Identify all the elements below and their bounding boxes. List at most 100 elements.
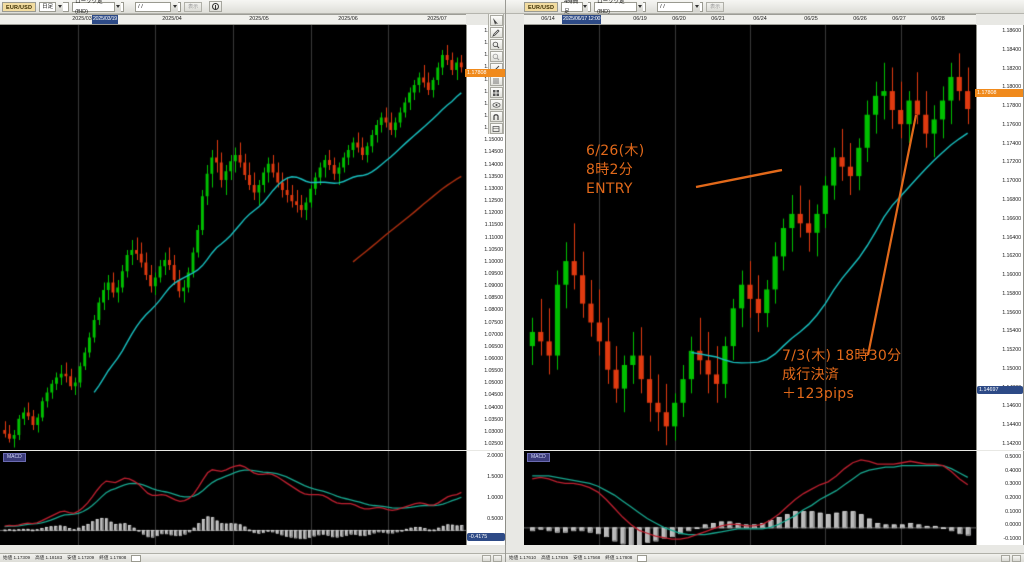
status-low-left: 安値 1.17209: [67, 555, 95, 560]
timeframe-selector-left[interactable]: 日足: [39, 1, 70, 12]
x-tick: 06/26: [853, 16, 867, 22]
y-tick: 1.18600: [1002, 28, 1021, 34]
apply-button-left[interactable]: 表示: [184, 1, 203, 12]
zoom-out-icon[interactable]: [489, 51, 503, 62]
status-combo-left[interactable]: [131, 554, 142, 562]
y-tick: -0.1000: [1003, 536, 1021, 542]
charttype-value-left: ローソク足(BID): [75, 0, 103, 15]
price-plot-left[interactable]: [0, 25, 466, 450]
y-tick: 1.09500: [484, 270, 503, 277]
x-tick: 2025/06: [338, 16, 358, 22]
info-icon[interactable]: [209, 1, 223, 12]
eye-icon[interactable]: [489, 99, 503, 110]
y-tick: 1.14500: [484, 149, 503, 156]
date-value-left: / /: [138, 3, 143, 10]
y-tick: 0.5000: [1005, 454, 1021, 460]
y-tick: 1.15600: [1002, 309, 1021, 316]
status-open-right: 始値 1.17610: [509, 555, 537, 560]
symbol-selector-right[interactable]: EUR/USD: [524, 1, 559, 12]
chevron-down-icon[interactable]: [113, 1, 122, 12]
macd-label-left: MACD: [3, 453, 26, 462]
chevron-down-icon[interactable]: [170, 1, 179, 12]
status-bar-left: 始値 1.17309 高値 1.18183 安値 1.17209 終値 1.17…: [0, 553, 505, 562]
exit-annotation-line3: ＋123pips: [782, 386, 855, 402]
scroll-right-button[interactable]: [1012, 554, 1021, 562]
y-tick: 1.06000: [484, 355, 503, 362]
y-tick: 1.11000: [484, 234, 503, 241]
y-tick: 1.12000: [484, 210, 503, 217]
x-tick: 06/21: [711, 16, 725, 22]
y-tick: 0.2000: [1005, 495, 1021, 501]
y-tick: 0.5000: [487, 516, 503, 522]
y-tick: 1.14000: [484, 161, 503, 168]
scroll-left-button[interactable]: [1001, 554, 1010, 562]
y-tick: 1.17800: [1002, 103, 1021, 110]
date-axis-right: 06/14 06/19 06/20 06/21 06/24 06/25 06/2…: [524, 14, 976, 25]
y-tick: 1.16000: [1002, 272, 1021, 279]
y-tick: 1.15800: [1002, 290, 1021, 297]
y-tick: 1.18000: [1002, 84, 1021, 91]
magnet-icon[interactable]: [489, 111, 503, 122]
x-tick: 06/24: [753, 16, 767, 22]
y-tick: 1.17200: [1002, 159, 1021, 166]
pencil-icon[interactable]: [489, 27, 503, 38]
date-input-right[interactable]: / /: [657, 1, 704, 12]
status-bar-right: 始値 1.17610 高値 1.17835 安値 1.17568 終値 1.17…: [506, 553, 1024, 562]
y-tick: 1.11500: [484, 222, 503, 229]
y-tick: 1.16800: [1002, 196, 1021, 203]
status-high-left: 高値 1.18183: [35, 555, 63, 560]
macd-label-right: MACD: [527, 453, 550, 462]
symbol-selector-left[interactable]: EUR/USD: [2, 1, 37, 12]
current-price-label-left: 1.17808: [465, 69, 505, 77]
scroll-left-button[interactable]: [482, 554, 491, 562]
charttype-selector-left[interactable]: ローソク足(BID): [72, 0, 125, 15]
y-tick: 1.02500: [484, 441, 503, 447]
entry-annotation-line3: ENTRY: [586, 181, 633, 197]
y-tick: 1.14400: [1002, 422, 1021, 429]
charttype-value-right: ローソク足(BID): [597, 0, 625, 15]
timeframe-selector-right[interactable]: 4時間足: [561, 0, 592, 15]
y-tick: 1.17000: [1002, 178, 1021, 185]
chevron-down-icon[interactable]: [692, 1, 701, 12]
scroll-right-button[interactable]: [493, 554, 502, 562]
date-input-left[interactable]: / /: [135, 1, 182, 12]
x-tick: 2025/05: [249, 16, 269, 22]
status-high-right: 高値 1.17835: [541, 555, 569, 560]
y-tick: 1.07500: [484, 319, 503, 326]
toolbar-right: EUR/USD 4時間足 ローソク足(BID) / / 表示: [506, 0, 1024, 15]
grid-icon[interactable]: [489, 87, 503, 98]
x-tick: 06/25: [804, 16, 818, 22]
table-icon[interactable]: [489, 123, 503, 134]
status-low-right: 安値 1.17568: [573, 555, 601, 560]
status-buttons-left: [482, 554, 502, 562]
y-tick: 0.1000: [1005, 508, 1021, 515]
y-tick: 1.09000: [484, 283, 503, 290]
x-tick: 06/20: [672, 16, 686, 22]
chevron-down-icon[interactable]: [635, 1, 644, 12]
macd-plot-right[interactable]: MACD: [524, 451, 976, 545]
y-tick: 1.07000: [484, 331, 503, 338]
charttype-selector-right[interactable]: ローソク足(BID): [594, 0, 647, 15]
y-tick: 2.0000: [487, 453, 503, 459]
status-combo-right[interactable]: [637, 554, 648, 562]
zoom-in-icon[interactable]: [489, 39, 503, 50]
x-tick: 2025/03: [72, 16, 92, 22]
macd-plot-left[interactable]: MACD: [0, 451, 466, 545]
y-tick: 1.12500: [484, 198, 503, 205]
cursor-icon[interactable]: [489, 15, 503, 26]
chevron-down-icon[interactable]: [581, 1, 589, 12]
y-tick: 1.10500: [484, 246, 503, 253]
y-tick: 0.0000: [1005, 522, 1021, 529]
apply-button-right[interactable]: 表示: [706, 1, 725, 12]
entry-annotation-line2: 8時2分: [586, 162, 634, 178]
status-close-right: 終値 1.17808: [605, 555, 633, 560]
y-tick: 1.16400: [1002, 234, 1021, 241]
y-tick: 0.4000: [1005, 467, 1021, 474]
x-tick: 06/28: [931, 16, 945, 22]
chevron-down-icon[interactable]: [55, 1, 64, 12]
y-tick: 1.14600: [1002, 403, 1021, 410]
price-plot-right[interactable]: 6/26(木) 8時2分 ENTRY 7/3(木) 18時30分 成行決済 ＋1…: [524, 25, 976, 450]
y-tick: 1.18400: [1002, 46, 1021, 53]
y-tick: 1.17600: [1002, 121, 1021, 128]
exit-annotation-line2: 成行決済: [782, 367, 840, 383]
